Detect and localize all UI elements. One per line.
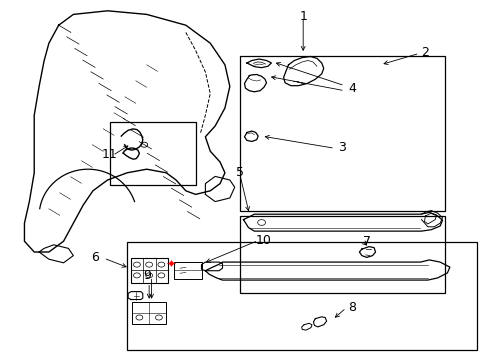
Text: 4: 4: [347, 82, 355, 95]
Text: 10: 10: [256, 234, 271, 247]
Text: 7: 7: [362, 235, 370, 248]
Bar: [110, 122, 195, 185]
Text: 8: 8: [347, 301, 355, 314]
Text: 5: 5: [235, 166, 243, 179]
Text: 2: 2: [421, 46, 428, 59]
Bar: [239, 56, 444, 211]
Bar: [132, 302, 166, 324]
Text: 9: 9: [142, 269, 150, 282]
Bar: [131, 258, 167, 283]
Bar: [127, 242, 476, 350]
Text: 1: 1: [299, 10, 306, 23]
Text: 11: 11: [102, 148, 118, 161]
Text: 3: 3: [338, 141, 346, 154]
Bar: [173, 262, 202, 279]
Text: 6: 6: [91, 251, 99, 264]
Bar: [239, 216, 444, 293]
